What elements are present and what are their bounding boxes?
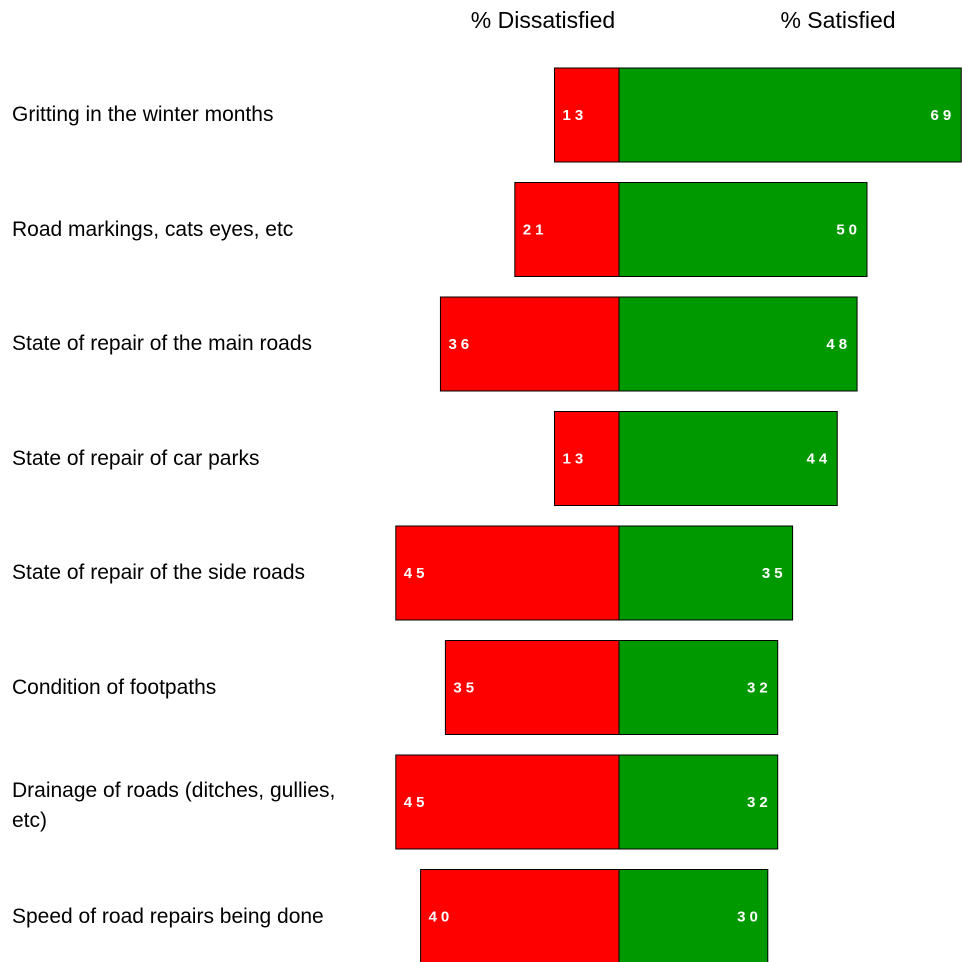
value-label: 48 <box>826 336 851 353</box>
value-label: 35 <box>453 679 478 696</box>
category-label: Gritting in the winter months <box>12 103 274 126</box>
category-label: Speed of road repairs being done <box>12 904 324 928</box>
bar <box>420 869 620 962</box>
value-label: 50 <box>836 221 861 238</box>
value-label: 45 <box>404 565 429 582</box>
bar <box>395 525 620 621</box>
bar <box>444 640 620 735</box>
value-label: 36 <box>448 336 473 353</box>
bar <box>514 182 620 277</box>
series-header: % Dissatisfied <box>471 7 615 33</box>
value-label: 40 <box>429 908 454 925</box>
bar <box>618 525 794 621</box>
value-label: 13 <box>563 450 588 467</box>
value-label: 32 <box>747 794 772 811</box>
bar <box>554 67 620 163</box>
value-label: 32 <box>747 679 772 696</box>
value-label: 44 <box>807 450 832 467</box>
bar <box>618 296 858 392</box>
category-label: Condition of footpaths <box>12 675 217 699</box>
bar <box>439 296 620 392</box>
category-label: Road markings, cats eyes, etc <box>12 217 294 241</box>
value-label: 21 <box>523 221 548 238</box>
bar <box>618 411 838 506</box>
category-label: State of repair of the main roads <box>12 332 312 355</box>
value-label: 45 <box>404 794 429 811</box>
category-label: Drainage of roads (ditches, gullies, etc… <box>12 779 336 832</box>
bar <box>395 754 620 850</box>
bar <box>554 411 620 506</box>
bar <box>618 640 779 735</box>
value-label: 69 <box>931 107 956 124</box>
category-label: State of repair of car parks <box>12 446 260 470</box>
bar <box>618 869 769 962</box>
bar <box>618 182 868 277</box>
bar <box>618 754 779 850</box>
series-header: % Satisfied <box>780 7 895 33</box>
value-label: 35 <box>762 565 787 582</box>
value-label: 30 <box>737 908 762 925</box>
category-label: State of repair of the side roads <box>12 561 306 584</box>
value-label: 13 <box>563 107 588 124</box>
bar <box>618 67 962 163</box>
